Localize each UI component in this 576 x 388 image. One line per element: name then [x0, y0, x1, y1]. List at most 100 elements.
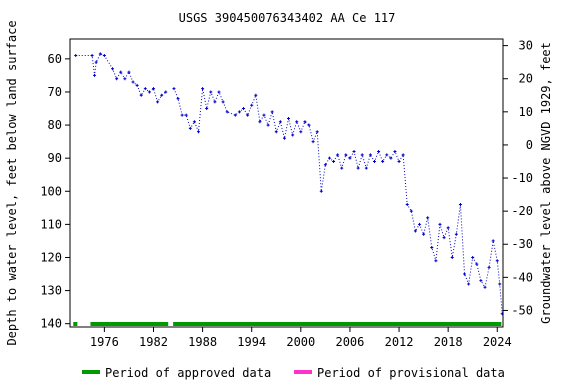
data-point [201, 87, 205, 91]
data-point [74, 54, 78, 58]
data-point [422, 232, 426, 236]
data-point [315, 130, 319, 134]
data-point [180, 113, 184, 117]
data-point [434, 259, 438, 263]
plot-frame [69, 38, 504, 328]
data-point [164, 90, 168, 94]
data-point [491, 239, 495, 243]
data-point [389, 156, 393, 160]
data-point [209, 90, 213, 94]
data-point [205, 107, 209, 111]
data-point [467, 282, 471, 286]
data-point [258, 120, 262, 124]
data-point [266, 123, 270, 127]
y2-tick-label: 20 [519, 72, 533, 86]
data-point [90, 54, 94, 58]
data-point [364, 166, 368, 170]
data-point [393, 150, 397, 154]
data-point [262, 113, 266, 117]
data-point [131, 80, 135, 84]
x-tick-label: 1982 [139, 335, 168, 349]
data-point [156, 100, 160, 104]
data-point [438, 222, 442, 226]
y-tick-label: 110 [40, 217, 62, 231]
data-point [348, 156, 352, 160]
x-tick-label: 2018 [434, 335, 463, 349]
y-tick-label: 120 [40, 250, 62, 264]
y-tick-label: 100 [40, 184, 62, 198]
chart-title: USGS 390450076343402 AA Ce 117 [179, 11, 396, 25]
data-point [479, 279, 483, 283]
data-point [217, 90, 221, 94]
data-point [299, 130, 303, 134]
x-tick-label: 1994 [237, 335, 266, 349]
data-point [500, 312, 504, 316]
data-point [385, 153, 389, 157]
data-point [340, 166, 344, 170]
data-point [327, 156, 331, 160]
x-tick-label: 2006 [335, 335, 364, 349]
data-line [75, 53, 167, 104]
data-point [246, 113, 250, 117]
data-point [372, 159, 376, 163]
data-point [418, 222, 422, 226]
x-tick-label: 2000 [286, 335, 315, 349]
data-point [151, 87, 155, 91]
data-point [475, 262, 479, 266]
data-point [221, 100, 225, 104]
data-point [192, 120, 196, 124]
data-point [356, 166, 360, 170]
data-point [487, 265, 491, 269]
data-point [147, 90, 151, 94]
legend-swatch [294, 370, 312, 374]
data-point [291, 133, 295, 137]
data-point [213, 100, 217, 104]
data-point [471, 255, 475, 259]
y-tick-label: 140 [40, 317, 62, 331]
x-tick-label: 1976 [90, 335, 119, 349]
data-point [303, 120, 307, 124]
y2-axis-label: Groundwater level above NGVD 1929, feet [539, 42, 553, 324]
data-line [173, 88, 503, 314]
data-point [498, 282, 502, 286]
data-point [458, 203, 462, 207]
y-tick-label: 130 [40, 284, 62, 298]
y-tick-label: 90 [48, 151, 62, 165]
y2-tick-label: -50 [511, 303, 533, 317]
y2-tick-label: 0 [526, 138, 533, 152]
data-point [233, 113, 237, 117]
data-point [172, 87, 176, 91]
legend-label: Period of approved data [105, 366, 271, 380]
data-point [160, 93, 164, 97]
data-point [254, 93, 258, 97]
y2-tick-label: 30 [519, 39, 533, 53]
data-point [295, 120, 299, 124]
data-point [270, 110, 274, 114]
data-point [127, 70, 131, 74]
legend-swatch [82, 370, 100, 374]
data-point [282, 136, 286, 140]
data-point [115, 77, 119, 81]
data-point [409, 209, 413, 213]
data-point [381, 159, 385, 163]
data-point [123, 77, 127, 81]
data-point [495, 259, 499, 263]
data-point [319, 189, 323, 193]
data-point [250, 103, 254, 107]
data-point [176, 97, 180, 101]
data-point [98, 52, 102, 56]
y2-tick-label: -30 [511, 237, 533, 251]
data-point [344, 153, 348, 157]
data-point [405, 203, 409, 207]
data-point [102, 54, 106, 58]
data-point [463, 272, 467, 276]
data-point [454, 232, 458, 236]
data-point [397, 159, 401, 163]
data-point [323, 163, 327, 167]
legend-label: Period of provisional data [317, 366, 505, 380]
data-point [242, 107, 246, 111]
data-point [225, 110, 229, 114]
data-point [360, 153, 364, 157]
approved-period [73, 322, 78, 326]
